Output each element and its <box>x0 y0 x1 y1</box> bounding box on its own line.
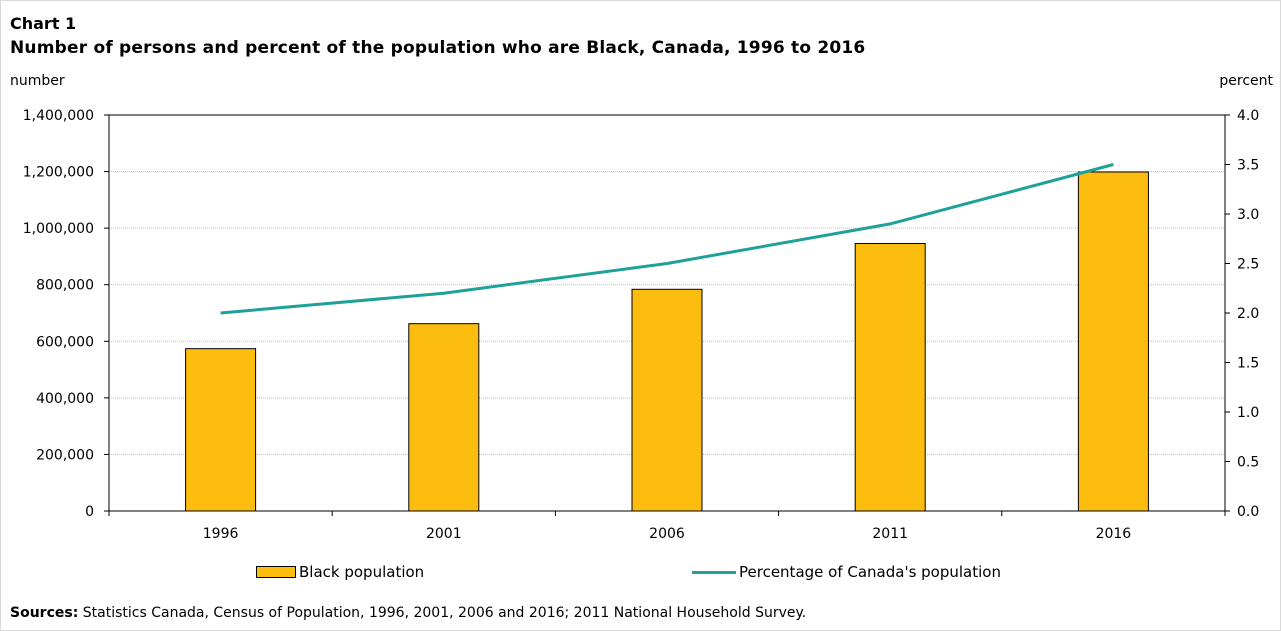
legend-bar-label: Black population <box>299 563 425 581</box>
left-tick-label: 0 <box>85 504 94 520</box>
legend-line-label: Percentage of Canada's population <box>739 563 1001 581</box>
sources-note: Sources: Statistics Canada, Census of Po… <box>10 605 806 621</box>
tick-labels: 0 200,000 400,000 600,000 800,000 1,000,000 1,… <box>23 108 1260 542</box>
legend-item-bar: Black population <box>256 563 424 581</box>
chart-title: Number of persons and percent of the pop… <box>10 38 866 58</box>
x-tick-label: 2011 <box>872 526 908 542</box>
right-tick-label: 2.5 <box>1237 257 1259 273</box>
x-tick-label: 2016 <box>1096 526 1132 542</box>
sources-text: Statistics Canada, Census of Population,… <box>78 605 807 621</box>
bar-2011 <box>854 243 926 512</box>
right-tick-label: 0.0 <box>1237 504 1259 520</box>
right-tick-label: 3.5 <box>1237 158 1259 174</box>
right-tick-label: 1.0 <box>1237 405 1259 421</box>
bar-2006 <box>631 288 703 512</box>
right-tick-label: 2.0 <box>1237 306 1259 322</box>
bar-2016 <box>1077 171 1149 512</box>
sources-label: Sources: <box>10 605 79 621</box>
legend-item-line: Percentage of Canada's population <box>692 563 1001 581</box>
x-tick-label: 2006 <box>649 526 685 542</box>
left-tick-label: 400,000 <box>36 391 94 407</box>
left-tick-label: 1,200,000 <box>23 165 94 181</box>
right-tick-label: 0.5 <box>1237 455 1259 471</box>
legend-line-swatch <box>692 570 736 574</box>
left-tick-label: 1,400,000 <box>23 108 94 124</box>
right-tick-label: 4.0 <box>1237 108 1259 124</box>
left-tick-label: 1,000,000 <box>23 221 94 237</box>
legend-bar-swatch <box>256 566 296 578</box>
left-tick-label: 800,000 <box>36 278 94 294</box>
left-tick-label: 600,000 <box>36 334 94 350</box>
left-axis-unit: number <box>10 73 65 89</box>
bar-2001 <box>408 323 480 512</box>
axes <box>104 114 1230 516</box>
x-tick-label: 2001 <box>426 526 462 542</box>
chart-number: Chart 1 <box>10 14 77 33</box>
x-tick-label: 1996 <box>203 526 239 542</box>
percentage-line-group <box>220 163 1114 315</box>
right-tick-label: 3.0 <box>1237 207 1259 223</box>
left-tick-label: 200,000 <box>36 447 94 463</box>
bars <box>185 171 1149 512</box>
right-axis-unit: percent <box>1219 73 1273 89</box>
right-tick-label: 1.5 <box>1237 356 1259 372</box>
bar-1996 <box>185 348 257 512</box>
